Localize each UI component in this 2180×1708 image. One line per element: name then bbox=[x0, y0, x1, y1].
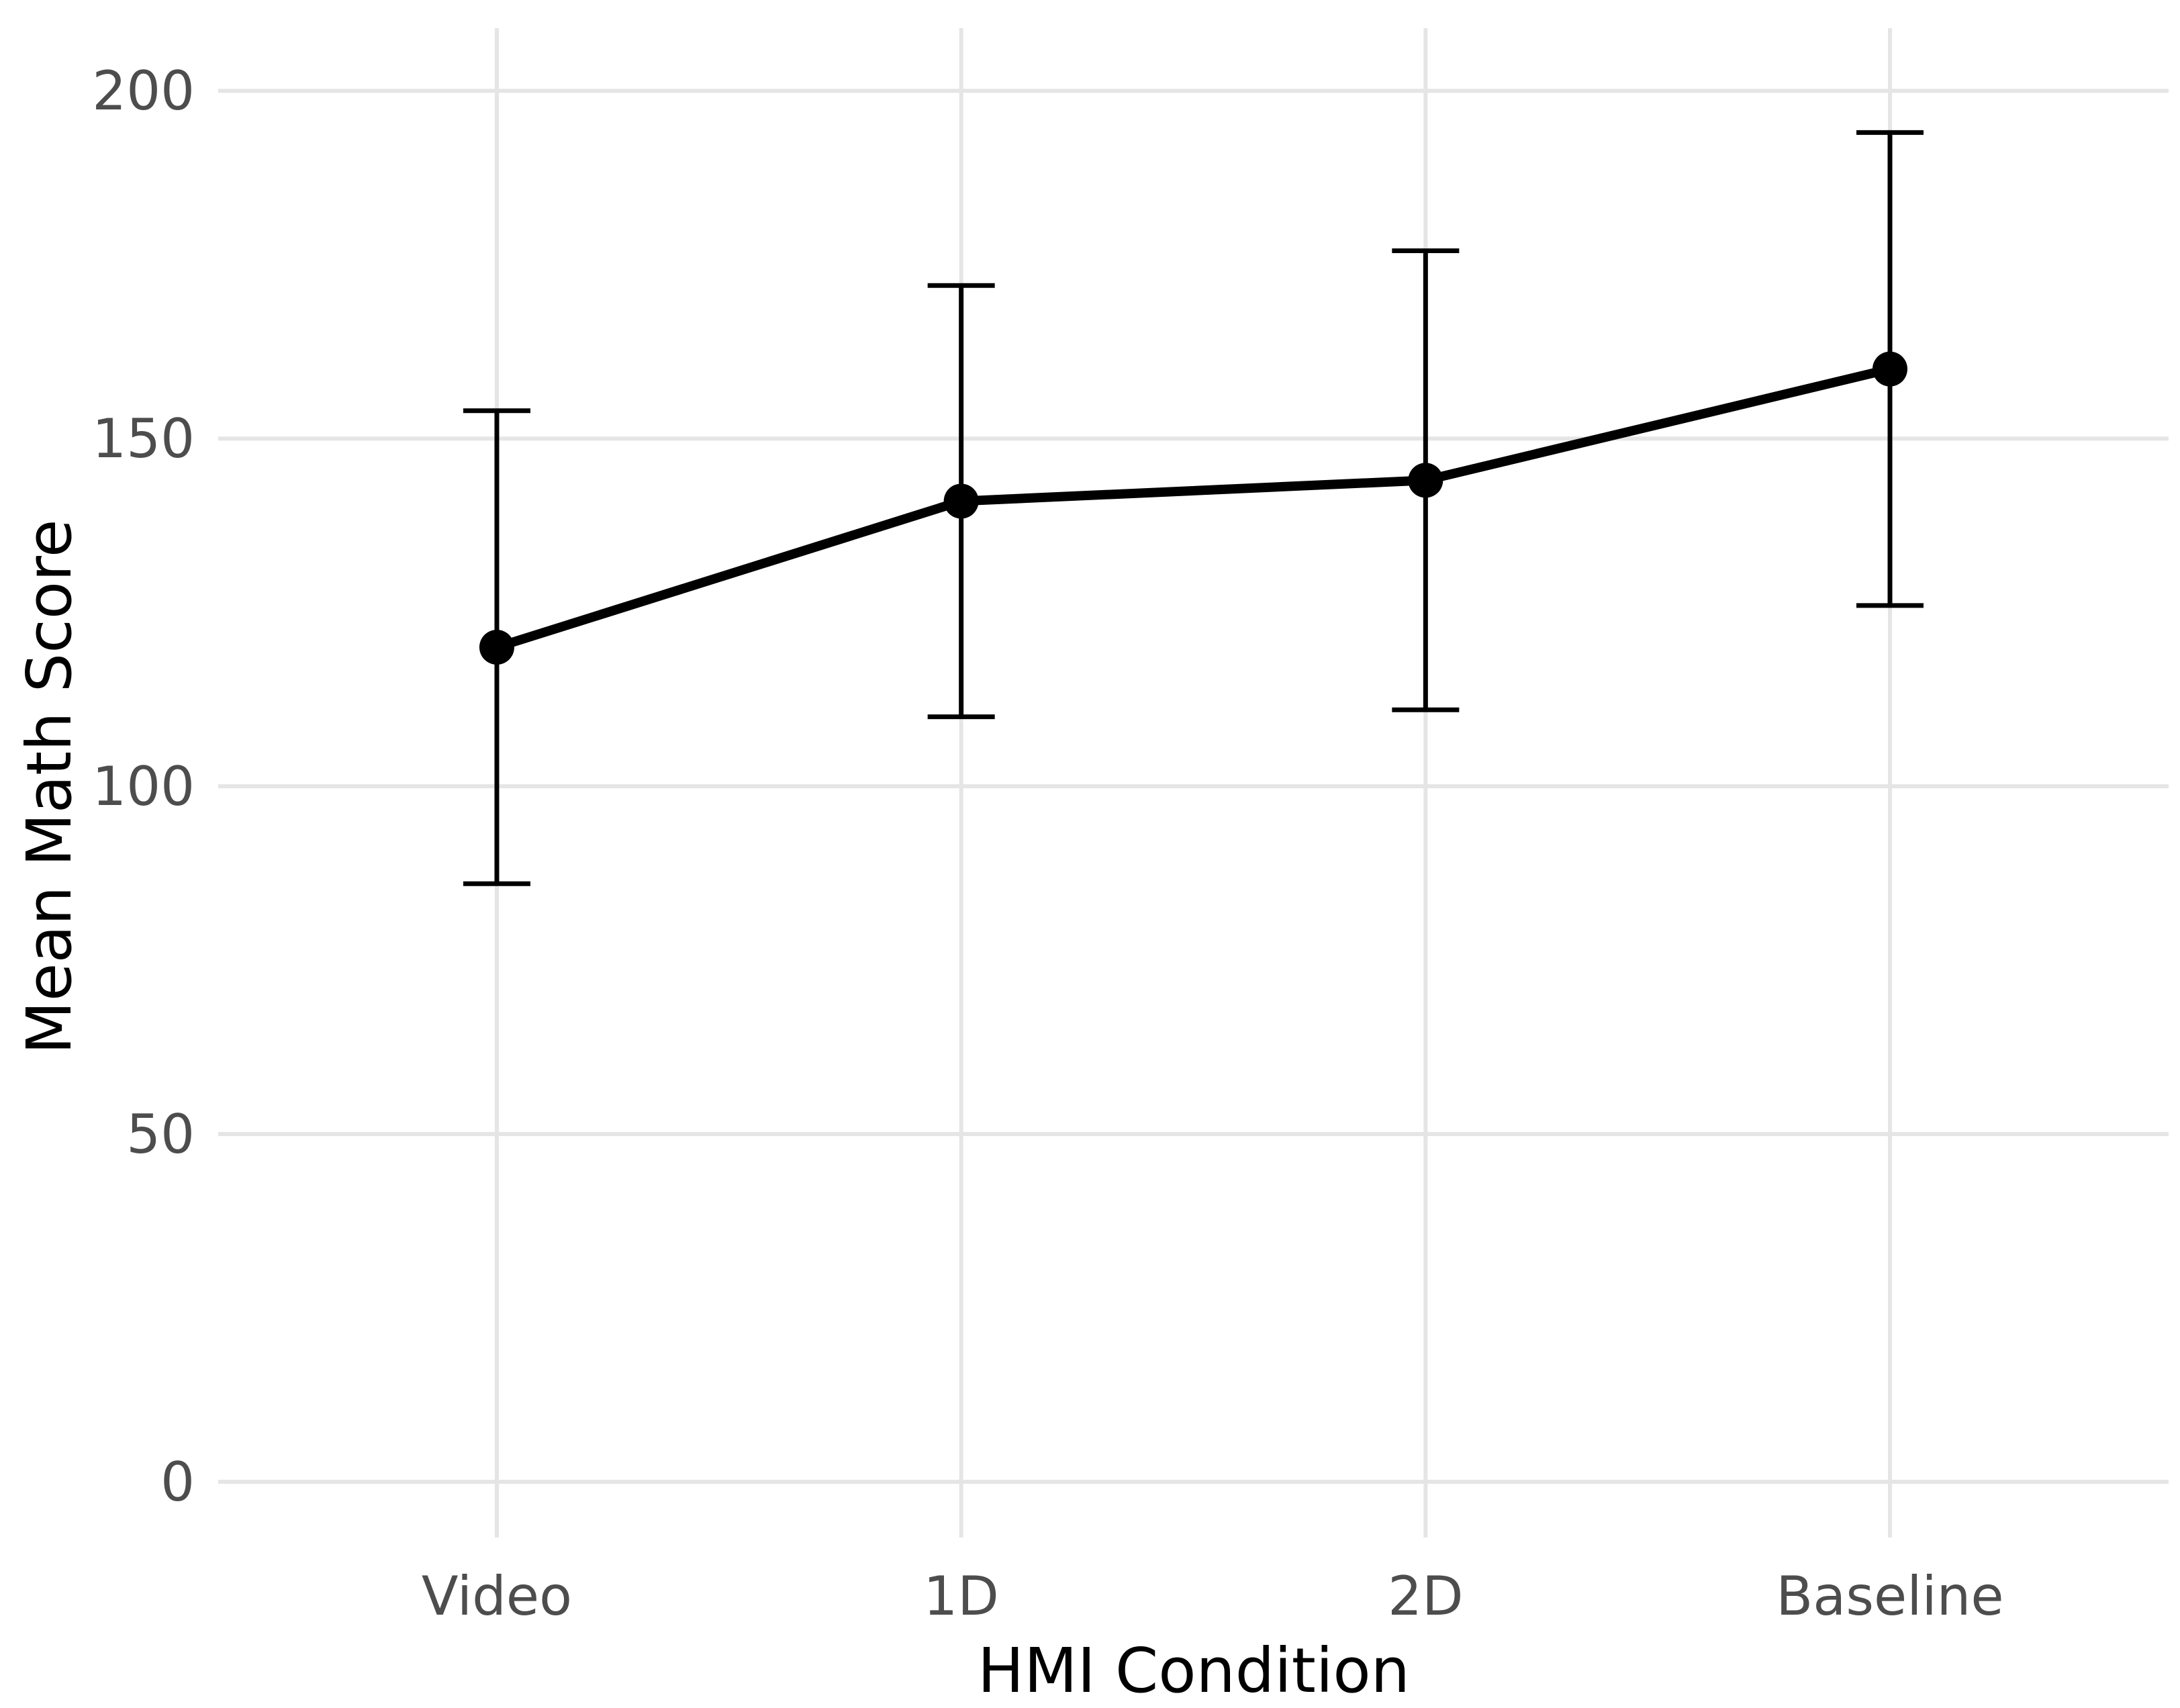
data-points bbox=[479, 351, 1907, 665]
data-point-1 bbox=[943, 483, 979, 519]
y-tick-label-200: 200 bbox=[92, 60, 195, 122]
data-point-3 bbox=[1873, 351, 1907, 387]
x-tick-label-1: 1D bbox=[923, 1565, 999, 1627]
y-tick-label-0: 0 bbox=[160, 1451, 195, 1513]
x-axis-title: HMI Condition bbox=[978, 1635, 1410, 1707]
x-tick-label-0: Video bbox=[422, 1565, 572, 1627]
data-point-2 bbox=[1408, 463, 1443, 498]
data-point-0 bbox=[479, 629, 514, 665]
error-bars bbox=[463, 130, 1924, 886]
x-axis-ticks: Video 1D 2D Baseline bbox=[422, 1565, 2004, 1627]
grid bbox=[218, 28, 2169, 1537]
y-tick-label-150: 150 bbox=[92, 408, 195, 470]
x-tick-label-2: 2D bbox=[1388, 1565, 1464, 1627]
y-tick-label-100: 100 bbox=[92, 755, 195, 818]
series-line bbox=[492, 364, 1895, 652]
x-tick-label-3: Baseline bbox=[1776, 1565, 2003, 1627]
y-tick-label-50: 50 bbox=[126, 1103, 195, 1166]
y-axis-title: Mean Math Score bbox=[13, 520, 85, 1055]
y-axis-ticks: 0 50 100 150 200 bbox=[92, 60, 195, 1513]
